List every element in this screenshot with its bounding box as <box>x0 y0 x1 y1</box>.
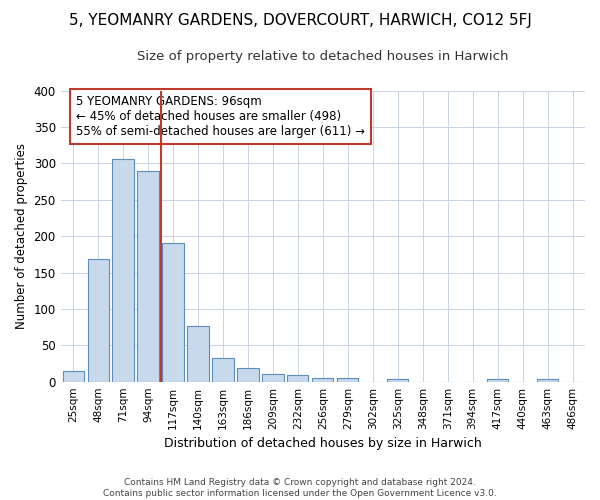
Bar <box>487 380 508 382</box>
Bar <box>212 358 233 382</box>
Y-axis label: Number of detached properties: Number of detached properties <box>15 143 28 329</box>
Bar <box>287 375 308 382</box>
Text: 5 YEOMANRY GARDENS: 96sqm
← 45% of detached houses are smaller (498)
55% of semi: 5 YEOMANRY GARDENS: 96sqm ← 45% of detac… <box>76 95 365 138</box>
Bar <box>262 374 284 382</box>
X-axis label: Distribution of detached houses by size in Harwich: Distribution of detached houses by size … <box>164 437 482 450</box>
Title: Size of property relative to detached houses in Harwich: Size of property relative to detached ho… <box>137 50 509 63</box>
Bar <box>387 379 409 382</box>
Bar <box>88 260 109 382</box>
Bar <box>137 170 158 382</box>
Bar <box>312 378 334 382</box>
Bar <box>163 242 184 382</box>
Bar <box>337 378 358 382</box>
Bar <box>238 368 259 382</box>
Text: 5, YEOMANRY GARDENS, DOVERCOURT, HARWICH, CO12 5FJ: 5, YEOMANRY GARDENS, DOVERCOURT, HARWICH… <box>68 12 532 28</box>
Bar <box>187 326 209 382</box>
Bar <box>112 159 134 382</box>
Bar <box>62 371 84 382</box>
Text: Contains HM Land Registry data © Crown copyright and database right 2024.
Contai: Contains HM Land Registry data © Crown c… <box>103 478 497 498</box>
Bar <box>537 380 558 382</box>
